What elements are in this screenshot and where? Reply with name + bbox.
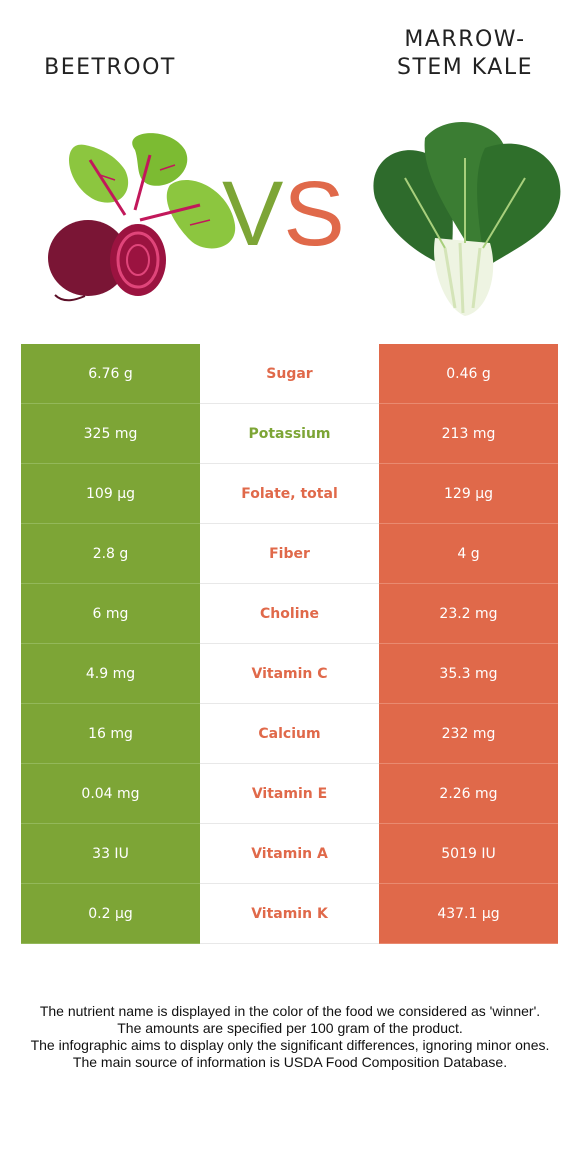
beetroot-value: 109 µg [21,464,200,524]
nutrient-name: Vitamin A [200,824,379,884]
kale-value: 129 µg [379,464,558,524]
table-row: 2.8 g Fiber 4 g [21,524,558,584]
beetroot-image [48,133,236,302]
vs-s: S [283,163,345,265]
nutrient-name: Calcium [200,704,379,764]
nutrient-name: Choline [200,584,379,644]
beetroot-value: 6 mg [21,584,200,644]
beetroot-value: 33 IU [21,824,200,884]
food-title-beetroot: BEETROOT [44,55,176,80]
food-title-line-2: STEM KALE [396,55,534,80]
beetroot-value: 0.2 µg [21,884,200,944]
kale-value: 4 g [379,524,558,584]
kale-value: 35.3 mg [379,644,558,704]
beet-bulb [48,220,128,296]
table-row: 6 mg Choline 23.2 mg [21,584,558,644]
table-row: 325 mg Potassium 213 mg [21,404,558,464]
nutrient-name: Folate, total [200,464,379,524]
beetroot-value: 4.9 mg [21,644,200,704]
kale-value: 437.1 µg [379,884,558,944]
nutrient-name: Sugar [200,344,379,404]
nutrient-table: 6.76 g Sugar 0.46 g 325 mg Potassium 213 mg 10… [21,344,558,944]
table-row: 109 µg Folate, total 129 µg [21,464,558,524]
vs-label: VS [222,168,345,260]
kale-value: 232 mg [379,704,558,764]
kale-image [373,121,561,316]
footer-line: The infographic aims to display only the… [30,1037,550,1053]
kale-value: 0.46 g [379,344,558,404]
nutrient-name: Vitamin E [200,764,379,824]
table-row: 16 mg Calcium 232 mg [21,704,558,764]
table-row: 4.9 mg Vitamin C 35.3 mg [21,644,558,704]
table-row: 0.04 mg Vitamin E 2.26 mg [21,764,558,824]
food-title-marrow-stem-kale: MARROW- STEM KALE [370,26,560,82]
vs-v: V [222,163,284,265]
footer-notes: The nutrient name is displayed in the co… [20,1003,560,1071]
footer-line: The amounts are specified per 100 gram o… [117,1020,463,1036]
kale-value: 5019 IU [379,824,558,884]
beetroot-value: 0.04 mg [21,764,200,824]
beetroot-value: 16 mg [21,704,200,764]
beetroot-value: 2.8 g [21,524,200,584]
footer-line: The main source of information is USDA F… [72,1054,508,1070]
nutrient-name: Vitamin C [200,644,379,704]
nutrient-name: Fiber [200,524,379,584]
kale-value: 213 mg [379,404,558,464]
beetroot-value: 6.76 g [21,344,200,404]
footer-line: The nutrient name is displayed in the co… [39,1003,541,1019]
food-title-line-1: MARROW- [404,27,526,52]
nutrient-name: Potassium [200,404,379,464]
beetroot-value: 325 mg [21,404,200,464]
table-row: 0.2 µg Vitamin K 437.1 µg [21,884,558,944]
table-row: 33 IU Vitamin A 5019 IU [21,824,558,884]
table-row: 6.76 g Sugar 0.46 g [21,344,558,404]
beet-leaves [68,133,236,249]
kale-value: 2.26 mg [379,764,558,824]
kale-value: 23.2 mg [379,584,558,644]
nutrient-name: Vitamin K [200,884,379,944]
